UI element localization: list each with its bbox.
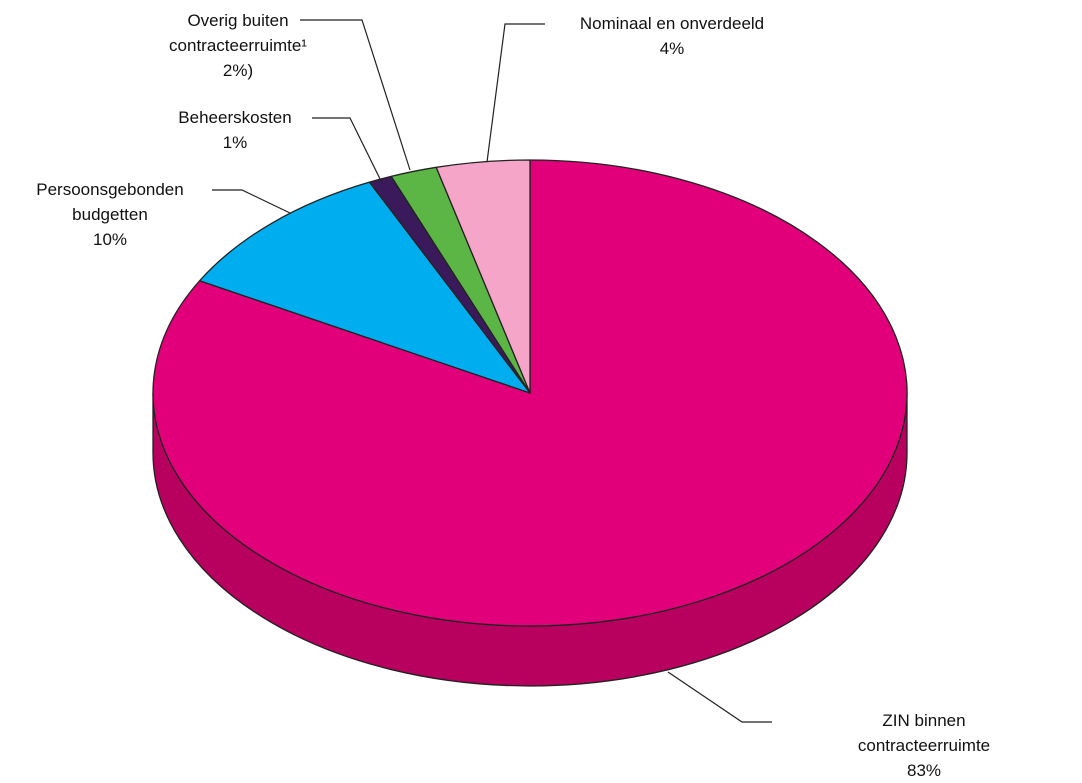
slice-label: Beheerskosten 1%: [178, 105, 291, 155]
slice-name: Persoonsgebonden budgetten: [36, 180, 184, 224]
leader-line: [667, 671, 772, 723]
pie-slice: [152, 159, 908, 627]
slice-value: 1%: [222, 133, 248, 152]
slice-value: 83%: [906, 761, 942, 780]
slice-value: 10%: [92, 230, 128, 249]
chart: [152, 19, 908, 723]
leader-line: [312, 117, 383, 184]
slice-value: 2%): [222, 61, 254, 80]
slice-value: 4%: [659, 39, 685, 58]
slice-label: Persoonsgebonden budgetten 10%: [36, 177, 183, 252]
slice-label: ZIN binnen contracteerruimte 83%: [845, 708, 1003, 783]
slice-label: Nominaal en onverdeeld 4%: [580, 11, 764, 61]
page: (() => { const data = JSON.parse(documen…: [36, 8, 991, 780]
slice-label: Overig buiten contracteerruimte¹ 2%): [169, 8, 307, 83]
slice-name: Nominaal en onverdeeld: [579, 14, 765, 33]
slice-name: Overig buiten contracteerruimte¹: [169, 11, 307, 55]
leader-line: [212, 189, 291, 214]
slice-name: Beheerskosten: [178, 108, 292, 127]
leader-line: [486, 23, 545, 163]
leader-line: [300, 19, 411, 171]
slice-name: ZIN binnen contracteerruimte: [857, 711, 991, 755]
pie-slice: [198, 181, 531, 394]
pie-slice: [435, 159, 531, 394]
